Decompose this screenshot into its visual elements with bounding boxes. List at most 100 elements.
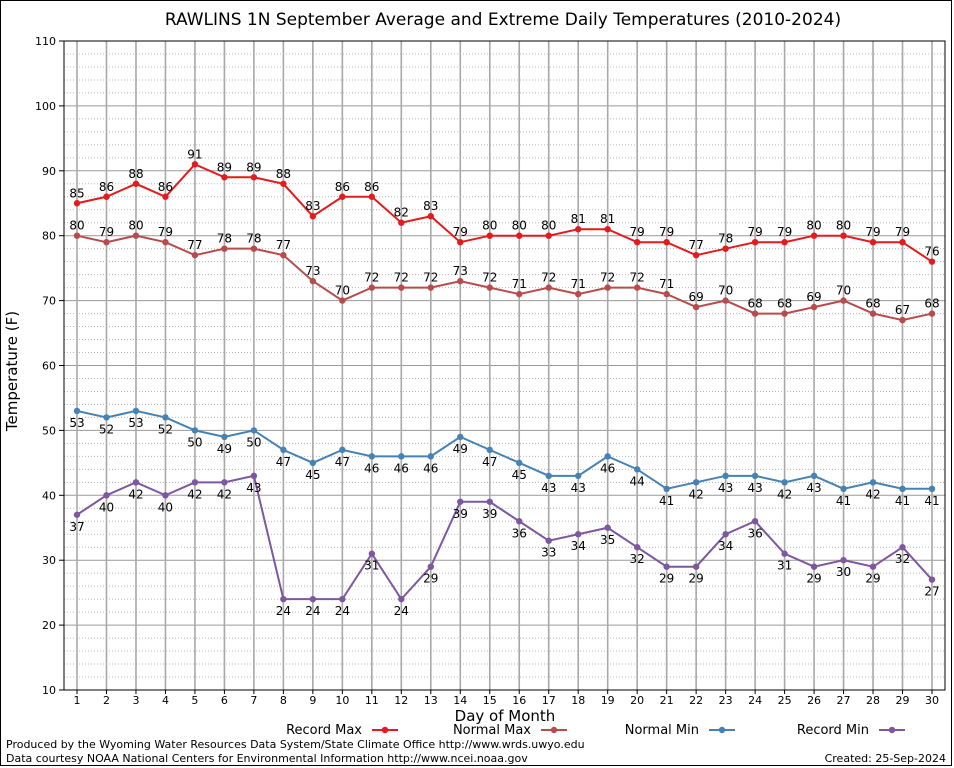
- data-label: 79: [865, 225, 880, 239]
- data-point: [221, 174, 228, 181]
- data-label: 69: [688, 290, 703, 304]
- data-point: [132, 479, 140, 486]
- legend-swatch-marker: [888, 726, 896, 734]
- data-point: [457, 498, 464, 505]
- x-tick-label: 15: [483, 694, 497, 707]
- created-date: Created: 25-Sep-2024: [824, 752, 946, 765]
- data-label: 42: [217, 487, 232, 501]
- data-label: 43: [541, 481, 556, 495]
- x-tick-label: 9: [309, 694, 316, 707]
- data-label: 47: [335, 455, 350, 469]
- y-tick-label: 60: [42, 360, 56, 373]
- data-point: [280, 180, 287, 187]
- data-label: 50: [246, 435, 261, 449]
- series-normal-min: 53 52 53 52 50 49 50 47 45 47 46 46 46 49 47 45 43 43 46 44…: [69, 407, 940, 508]
- data-label: 91: [187, 147, 202, 161]
- data-label: 79: [453, 225, 468, 239]
- data-label: 79: [895, 225, 910, 239]
- legend-label: Record Max: [286, 723, 362, 738]
- x-tick-label: 16: [512, 694, 526, 707]
- x-tick-label: 2: [103, 694, 110, 707]
- data-label: 79: [99, 225, 114, 239]
- data-label: 46: [364, 461, 379, 475]
- series-line: [76, 163, 933, 263]
- data-point: [427, 453, 434, 460]
- data-point: [575, 290, 582, 298]
- data-label: 86: [99, 180, 114, 194]
- data-point: [545, 537, 552, 544]
- data-point: [103, 414, 110, 421]
- data-point: [840, 297, 847, 304]
- data-point: [545, 284, 552, 291]
- data-label: 41: [659, 494, 674, 508]
- data-label: 32: [895, 552, 910, 566]
- x-tick-label: 4: [162, 694, 169, 707]
- data-point: [869, 479, 877, 486]
- data-point: [132, 232, 140, 239]
- data-label: 50: [187, 435, 202, 449]
- data-label: 24: [335, 604, 350, 618]
- data-label: 35: [600, 533, 615, 547]
- data-point: [928, 310, 936, 317]
- data-label: 29: [423, 572, 438, 586]
- data-label: 88: [128, 167, 143, 181]
- data-label: 72: [541, 271, 556, 285]
- data-point: [398, 284, 405, 291]
- series-record-max: 85 86 88 86 91 89 89 88 83 86 86 82 83 79 80 80 80 81 81 79…: [69, 147, 940, 265]
- data-label: 42: [777, 487, 792, 501]
- data-label: 52: [158, 422, 173, 436]
- data-label: 79: [747, 225, 762, 239]
- data-point: [604, 284, 611, 291]
- data-point: [869, 310, 877, 317]
- data-label: 24: [276, 604, 291, 618]
- data-point: [191, 251, 199, 259]
- x-tick-label: 3: [132, 694, 139, 707]
- data-label: 72: [423, 271, 438, 285]
- data-point: [575, 531, 582, 538]
- y-tick-label: 10: [42, 684, 56, 697]
- data-label: 29: [865, 572, 880, 586]
- x-tick-label: 20: [630, 694, 644, 707]
- data-label: 44: [630, 474, 645, 488]
- data-label: 80: [512, 219, 527, 233]
- data-point: [280, 251, 287, 259]
- data-point: [486, 498, 493, 505]
- data-label: 77: [688, 238, 703, 252]
- data-point: [751, 238, 759, 246]
- series-line: [76, 474, 933, 601]
- data-point: [663, 238, 670, 246]
- data-point: [309, 277, 317, 285]
- data-point: [692, 479, 700, 486]
- data-label: 67: [895, 303, 910, 317]
- y-tick-label: 110: [35, 35, 56, 48]
- data-label: 32: [630, 552, 645, 566]
- data-label: 83: [423, 199, 438, 213]
- data-label: 46: [423, 461, 438, 475]
- data-point: [722, 531, 729, 538]
- x-tick-label: 21: [660, 694, 674, 707]
- data-label: 80: [541, 219, 556, 233]
- data-point: [545, 232, 552, 239]
- data-label: 73: [305, 264, 320, 278]
- x-tick-label: 10: [335, 694, 349, 707]
- data-point: [751, 518, 759, 525]
- data-point: [869, 563, 877, 570]
- data-point: [781, 238, 788, 246]
- data-label: 45: [305, 468, 320, 482]
- data-label: 71: [512, 277, 527, 291]
- data-point: [309, 595, 317, 603]
- data-point: [309, 213, 317, 220]
- data-label: 72: [364, 271, 379, 285]
- data-point: [73, 200, 81, 207]
- data-label: 72: [630, 271, 645, 285]
- legend-label: Record Min: [797, 723, 869, 738]
- data-point: [633, 238, 641, 246]
- data-label: 69: [806, 290, 821, 304]
- data-point: [191, 427, 199, 434]
- data-point: [840, 557, 847, 564]
- data-point: [692, 303, 700, 311]
- data-label: 80: [806, 219, 821, 233]
- data-point: [899, 316, 906, 324]
- data-label: 29: [806, 572, 821, 586]
